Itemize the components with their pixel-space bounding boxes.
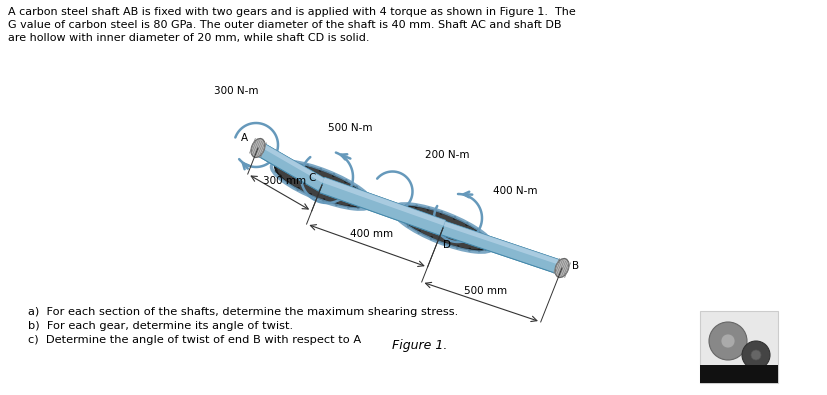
Text: A carbon steel shaft AB is fixed with two gears and is applied with 4 torque as : A carbon steel shaft AB is fixed with tw…	[8, 7, 575, 17]
Ellipse shape	[452, 216, 456, 220]
Text: b)  For each gear, determine its angle of twist.: b) For each gear, determine its angle of…	[28, 321, 293, 331]
Ellipse shape	[394, 208, 398, 212]
Ellipse shape	[720, 334, 734, 348]
Ellipse shape	[366, 201, 370, 205]
Text: B: B	[571, 261, 578, 271]
Ellipse shape	[274, 165, 277, 169]
Ellipse shape	[318, 168, 322, 172]
Text: 400 N-m: 400 N-m	[492, 186, 537, 196]
Ellipse shape	[708, 322, 746, 360]
Ellipse shape	[347, 205, 350, 209]
Polygon shape	[323, 177, 445, 226]
Ellipse shape	[442, 241, 446, 245]
Ellipse shape	[335, 202, 338, 206]
Ellipse shape	[396, 206, 490, 250]
Polygon shape	[440, 221, 563, 275]
Ellipse shape	[467, 248, 471, 252]
Text: 300 mm: 300 mm	[262, 177, 305, 186]
Ellipse shape	[356, 205, 360, 209]
Ellipse shape	[332, 173, 335, 177]
Ellipse shape	[305, 164, 308, 168]
Text: c)  Determine the angle of twist of end B with respect to A: c) Determine the angle of twist of end B…	[28, 335, 361, 345]
Ellipse shape	[399, 218, 402, 222]
Polygon shape	[259, 142, 325, 183]
Polygon shape	[254, 142, 325, 191]
Ellipse shape	[296, 187, 299, 191]
Ellipse shape	[414, 204, 418, 208]
Ellipse shape	[284, 161, 287, 165]
Ellipse shape	[554, 259, 568, 277]
Ellipse shape	[404, 204, 408, 208]
Ellipse shape	[277, 162, 280, 166]
FancyBboxPatch shape	[699, 365, 777, 383]
Ellipse shape	[311, 180, 332, 190]
Ellipse shape	[362, 192, 365, 196]
Text: 500 N-m: 500 N-m	[327, 123, 372, 133]
Ellipse shape	[286, 181, 289, 184]
Text: 200 N-m: 200 N-m	[425, 149, 469, 160]
Ellipse shape	[398, 207, 487, 249]
Ellipse shape	[278, 175, 281, 179]
Text: C: C	[308, 173, 315, 183]
Polygon shape	[323, 177, 445, 226]
Polygon shape	[319, 177, 445, 235]
Text: A: A	[240, 133, 247, 143]
Text: are hollow with inner diameter of 20 mm, while shaft CD is solid.: are hollow with inner diameter of 20 mm,…	[8, 33, 369, 43]
Ellipse shape	[487, 245, 490, 248]
Ellipse shape	[484, 247, 487, 251]
Ellipse shape	[344, 179, 347, 183]
Ellipse shape	[308, 193, 312, 197]
Ellipse shape	[275, 163, 368, 207]
Ellipse shape	[395, 212, 398, 216]
Text: 300 N-m: 300 N-m	[213, 86, 258, 96]
Ellipse shape	[433, 223, 452, 233]
Ellipse shape	[251, 139, 265, 157]
Ellipse shape	[487, 240, 490, 244]
Ellipse shape	[476, 228, 478, 232]
Text: 500 mm: 500 mm	[463, 286, 507, 296]
Polygon shape	[440, 221, 563, 275]
Ellipse shape	[294, 162, 297, 165]
Text: Figure 1.: Figure 1.	[392, 339, 447, 352]
Polygon shape	[254, 142, 325, 191]
Ellipse shape	[750, 350, 760, 360]
Ellipse shape	[429, 236, 433, 240]
Ellipse shape	[274, 169, 277, 173]
Ellipse shape	[741, 341, 769, 369]
Ellipse shape	[354, 185, 357, 189]
Ellipse shape	[465, 222, 468, 226]
Ellipse shape	[407, 224, 410, 228]
Text: a)  For each section of the shafts, determine the maximum shearing stress.: a) For each section of the shafts, deter…	[28, 307, 457, 317]
Ellipse shape	[363, 204, 366, 208]
Ellipse shape	[417, 230, 420, 234]
FancyBboxPatch shape	[699, 311, 777, 383]
Ellipse shape	[456, 245, 459, 249]
Polygon shape	[443, 221, 563, 266]
Polygon shape	[259, 142, 325, 183]
Text: G value of carbon steel is 80 GPa. The outer diameter of the shaft is 40 mm. Sha: G value of carbon steel is 80 GPa. The o…	[8, 20, 561, 30]
Ellipse shape	[477, 248, 480, 252]
Ellipse shape	[483, 235, 485, 239]
Text: 400 mm: 400 mm	[350, 229, 393, 239]
Ellipse shape	[439, 211, 442, 214]
Ellipse shape	[277, 164, 366, 206]
Polygon shape	[443, 221, 563, 266]
Ellipse shape	[398, 205, 401, 209]
Ellipse shape	[366, 197, 369, 201]
Polygon shape	[319, 177, 445, 235]
Ellipse shape	[322, 198, 325, 202]
Text: D: D	[442, 240, 451, 250]
Ellipse shape	[426, 207, 429, 211]
